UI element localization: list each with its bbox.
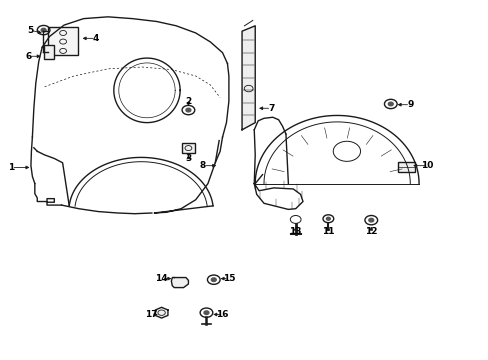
Text: 5: 5 (27, 26, 33, 35)
Circle shape (41, 28, 46, 32)
Text: 15: 15 (222, 274, 235, 283)
Circle shape (185, 108, 190, 112)
Text: 12: 12 (364, 228, 377, 237)
Text: 7: 7 (267, 104, 274, 113)
Text: 3: 3 (185, 154, 191, 163)
Text: 16: 16 (216, 310, 228, 319)
Text: 1: 1 (8, 163, 15, 172)
Bar (397, 162, 414, 172)
Polygon shape (171, 278, 188, 288)
Circle shape (368, 219, 373, 222)
Circle shape (211, 278, 216, 282)
Text: 17: 17 (144, 310, 157, 319)
Text: 9: 9 (407, 100, 413, 109)
Text: 6: 6 (26, 52, 32, 61)
Circle shape (387, 102, 392, 106)
Polygon shape (242, 26, 255, 130)
Circle shape (326, 217, 330, 220)
Bar (43, 45, 54, 59)
Bar (181, 143, 195, 153)
Text: 13: 13 (289, 228, 301, 237)
Text: 4: 4 (92, 34, 99, 43)
Text: 8: 8 (200, 161, 206, 170)
Text: 10: 10 (420, 161, 433, 170)
Text: 11: 11 (322, 228, 334, 237)
Circle shape (203, 311, 208, 315)
Polygon shape (155, 307, 167, 318)
Bar (48, 27, 78, 55)
Text: 14: 14 (155, 274, 167, 283)
Text: 2: 2 (185, 96, 191, 105)
